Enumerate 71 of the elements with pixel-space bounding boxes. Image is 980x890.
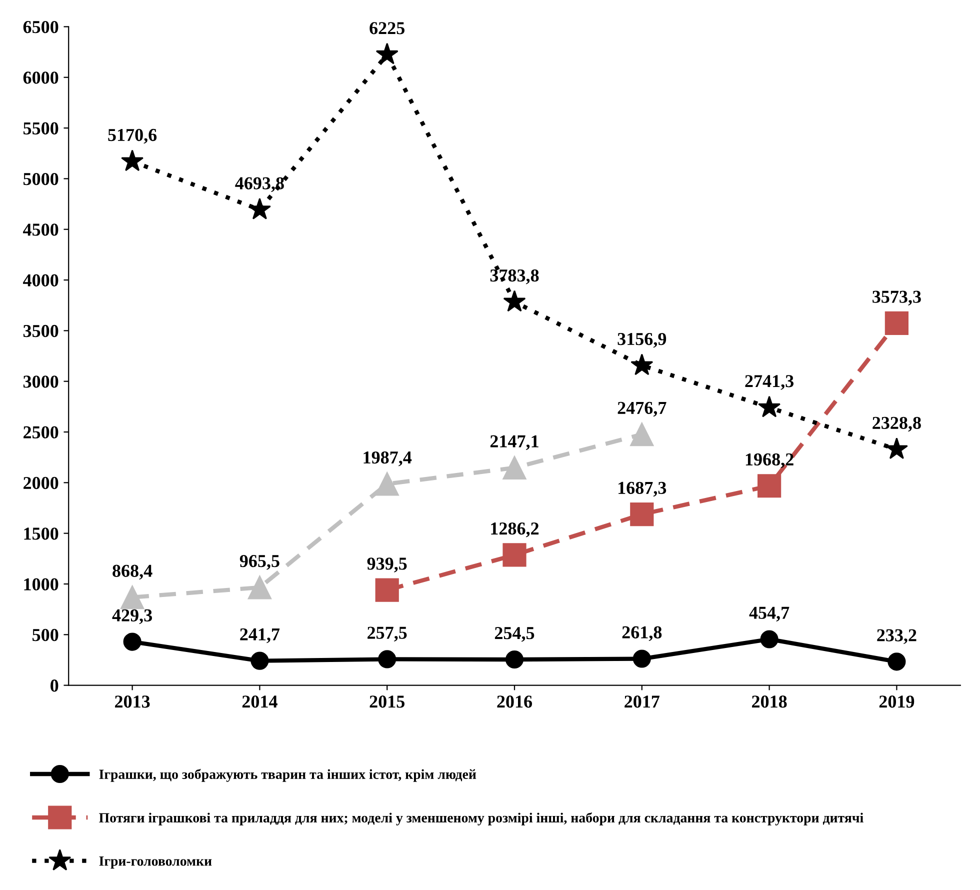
data-label: 261,8 bbox=[622, 626, 662, 642]
point bbox=[505, 650, 524, 669]
y-tick-label: 0 bbox=[50, 680, 58, 692]
point bbox=[248, 576, 272, 600]
point bbox=[123, 632, 142, 651]
data-label: 1987,4 bbox=[364, 451, 412, 466]
y-tick-label: 6500 bbox=[23, 20, 58, 34]
point bbox=[758, 396, 781, 418]
point bbox=[502, 456, 526, 480]
data-label: 241,7 bbox=[240, 628, 280, 644]
point bbox=[502, 543, 526, 567]
data-label: 965,5 bbox=[240, 555, 280, 570]
y-tick-label: 6000 bbox=[23, 72, 58, 84]
data-label: 2328,8 bbox=[872, 416, 921, 432]
x-tick-label: 2013 bbox=[115, 696, 150, 708]
legend-label: Ігри-головоломки bbox=[99, 856, 212, 869]
point bbox=[630, 354, 654, 376]
y-tick-label: 3500 bbox=[23, 324, 58, 338]
data-label: 257,5 bbox=[368, 626, 407, 642]
x-tick-label: 2018 bbox=[752, 696, 787, 708]
y-tick-label: 4000 bbox=[23, 274, 58, 286]
point bbox=[378, 650, 396, 668]
legend-label: Потяги іграшкові та приладдя для них; моделі у зменшеному розмірі інші, набори для складання та конструктори дитячі bbox=[99, 812, 864, 826]
x-tick-label: 2017 bbox=[624, 696, 660, 708]
point bbox=[757, 474, 782, 498]
y-tick-label: 1000 bbox=[24, 578, 58, 590]
point bbox=[248, 198, 271, 220]
data-label: 868,4 bbox=[112, 564, 152, 580]
y-tick-label: 500 bbox=[32, 628, 58, 642]
point bbox=[121, 150, 144, 172]
data-label: 1968,2 bbox=[746, 453, 794, 468]
y-tick-label: 4500 bbox=[23, 224, 58, 236]
point bbox=[884, 311, 909, 336]
point bbox=[375, 472, 399, 496]
point bbox=[120, 586, 144, 610]
point bbox=[630, 422, 654, 446]
data-label: 3156,9 bbox=[618, 332, 666, 348]
data-label: 254,5 bbox=[494, 627, 534, 642]
data-label: 2476,7 bbox=[618, 402, 666, 417]
point bbox=[760, 630, 778, 648]
point bbox=[250, 652, 269, 670]
data-label: 4693,8 bbox=[235, 177, 284, 192]
y-tick-label: 2000 bbox=[24, 476, 58, 490]
data-label: 429,3 bbox=[112, 609, 152, 624]
data-label: 3783,8 bbox=[490, 269, 539, 284]
data-label: 939,5 bbox=[367, 558, 407, 572]
data-label: 2741,3 bbox=[745, 375, 794, 390]
y-tick-label: 2500 bbox=[24, 426, 58, 438]
x-tick-label: 2016 bbox=[497, 696, 532, 708]
point bbox=[630, 502, 654, 526]
data-label: 233,2 bbox=[877, 629, 916, 644]
y-tick-label: 3000 bbox=[23, 376, 58, 388]
y-tick-label: 1500 bbox=[24, 528, 58, 540]
point bbox=[375, 578, 399, 602]
data-label: 6225 bbox=[370, 22, 404, 34]
x-tick-label: 2014 bbox=[242, 696, 278, 708]
legend-label: Іграшки, що зображують тварин та інших істот, крім людей bbox=[99, 768, 476, 782]
data-label: 3573,3 bbox=[872, 290, 921, 306]
x-tick-label: 2015 bbox=[370, 696, 404, 708]
y-tick-label: 5500 bbox=[23, 122, 58, 134]
data-label: 5170,6 bbox=[108, 128, 157, 144]
point bbox=[888, 652, 906, 671]
data-label: 2147,1 bbox=[490, 435, 538, 450]
data-label: 1687,3 bbox=[618, 482, 666, 497]
point bbox=[632, 650, 651, 668]
data-label: 454,7 bbox=[749, 606, 790, 622]
point bbox=[376, 42, 398, 64]
x-tick-label: 2019 bbox=[879, 696, 914, 708]
point bbox=[503, 290, 526, 312]
y-tick-label: 5000 bbox=[23, 172, 58, 186]
data-label: 1286,2 bbox=[491, 522, 539, 538]
